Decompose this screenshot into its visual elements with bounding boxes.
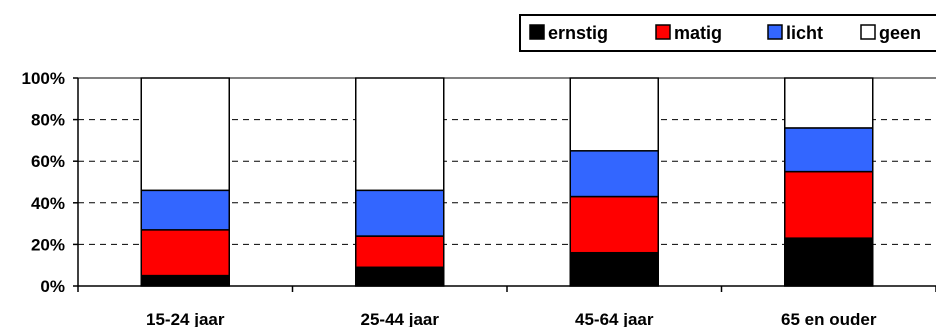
- y-tick-label: 100%: [22, 69, 65, 88]
- x-category-label: 15-24 jaar: [146, 310, 225, 327]
- bar-segment-ernstig: [140, 274, 230, 287]
- bar-segment-licht: [140, 189, 230, 231]
- y-tick-label: 20%: [31, 235, 65, 254]
- legend-label-geen: geen: [879, 23, 921, 43]
- bar-segment-licht: [569, 150, 659, 198]
- bar-segment-matig: [355, 235, 445, 269]
- legend-swatch-ernstig: [529, 24, 545, 40]
- legend-label-ernstig: ernstig: [548, 23, 608, 43]
- bar-segment-ernstig: [784, 237, 874, 287]
- y-tick-label: 60%: [31, 152, 65, 171]
- bar-segment-matig: [784, 170, 874, 239]
- bar-segment-geen: [784, 77, 874, 129]
- y-tick-labels: 0% 20% 40% 60% 80% 100%: [22, 69, 65, 296]
- bar-segment-geen: [355, 77, 445, 192]
- bar-segment-matig: [140, 229, 230, 277]
- y-tick-label: 0%: [40, 277, 65, 296]
- legend-label-matig: matig: [674, 23, 722, 43]
- legend-swatch-matig: [655, 24, 671, 40]
- y-tick-label: 40%: [31, 194, 65, 213]
- bar-segment-matig: [569, 195, 659, 254]
- legend-swatch-geen: [860, 24, 876, 40]
- bar-segment-licht: [355, 189, 445, 237]
- x-category-labels: 15-24 jaar 25-44 jaar 45-64 jaar 65 en oude…: [146, 310, 877, 327]
- bars: [140, 77, 874, 287]
- legend-label-licht: licht: [786, 23, 823, 43]
- axes: [73, 77, 936, 292]
- bar-segment-licht: [784, 127, 874, 173]
- x-category-label: 65 en ouder: [781, 310, 877, 327]
- legend-swatch-licht: [767, 24, 783, 40]
- bar-segment-geen: [140, 77, 230, 192]
- bar-segment-geen: [569, 77, 659, 152]
- bar-segment-ernstig: [569, 251, 659, 287]
- x-category-label: 25-44 jaar: [361, 310, 440, 327]
- legend: ernstig matig licht geen: [519, 14, 936, 52]
- y-tick-label: 80%: [31, 111, 65, 130]
- bar-segment-ernstig: [355, 266, 445, 287]
- x-category-label: 45-64 jaar: [575, 310, 654, 327]
